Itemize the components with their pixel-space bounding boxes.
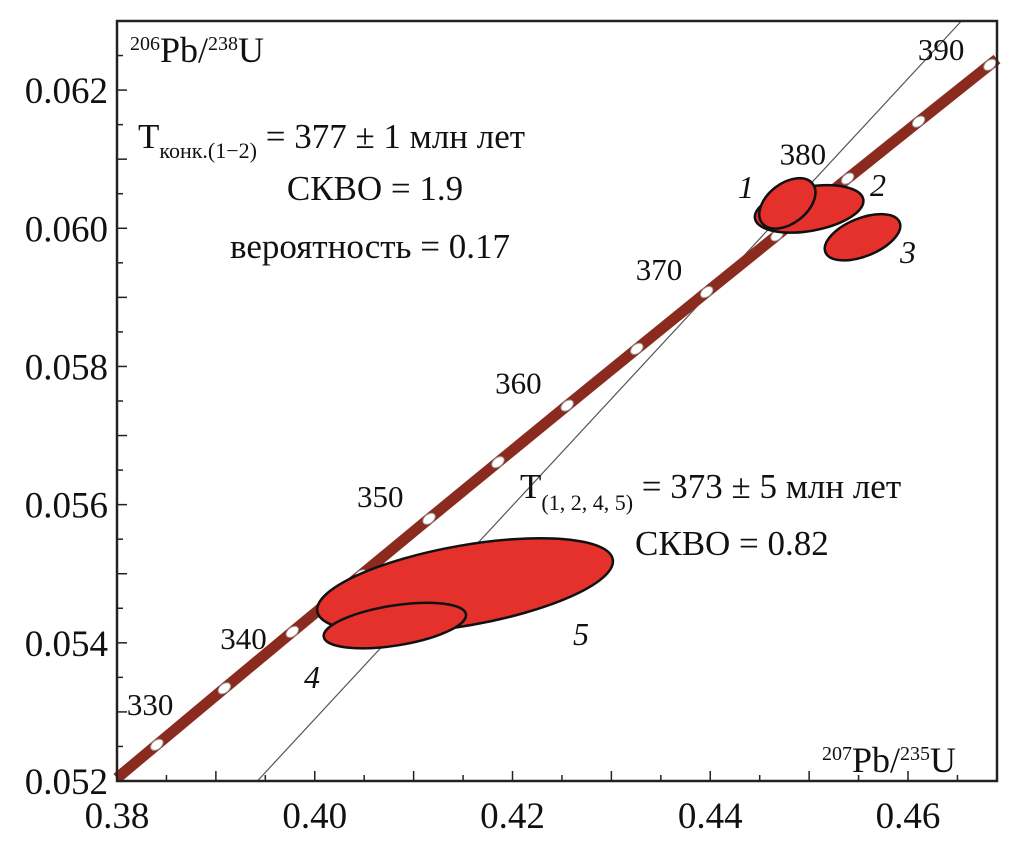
- concordia-mswd: СКВО = 1.9: [287, 169, 463, 208]
- ellipse-label: 2: [870, 167, 886, 203]
- y-axis-title: 206Pb/238U: [130, 30, 264, 70]
- y-tick-label: 0.056: [25, 486, 108, 527]
- concordia-age-label: 340: [220, 621, 267, 656]
- concordia-age-marker: [285, 625, 299, 638]
- ellipse-label: 3: [899, 234, 916, 270]
- x-tick-label: 0.40: [282, 796, 347, 837]
- ellipse-label: 4: [304, 659, 320, 695]
- concordia-age-marker: [422, 512, 436, 525]
- concordia-age-annotation: Tконк.(1−2) = 377 ± 1 млн лет: [138, 117, 525, 163]
- y-tick-label: 0.062: [25, 71, 108, 112]
- concordia-age-marker: [911, 115, 926, 128]
- error-ellipse-1: [758, 176, 817, 230]
- y-tick-label: 0.060: [25, 209, 108, 250]
- concordia-age-marker: [150, 738, 164, 751]
- error-ellipse-4: [322, 601, 468, 650]
- ellipse-labels: 5 4 2 1 3: [304, 167, 916, 695]
- error-ellipses: [315, 176, 902, 650]
- concordia-age-marker: [491, 456, 505, 469]
- plot-frame: [115, 19, 999, 783]
- y-tick-label: 0.052: [25, 762, 108, 803]
- concordia-age-marker: [840, 172, 855, 185]
- ellipse-label: 5: [573, 616, 589, 652]
- ellipse-label: 1: [738, 169, 754, 205]
- concordia-age-marker: [700, 286, 714, 299]
- x-tick-label: 0.38: [85, 796, 150, 837]
- concordia-age-marker: [983, 58, 997, 71]
- concordia-age-label: 330: [127, 687, 174, 722]
- discordia-mswd: СКВО = 0.82: [635, 524, 829, 563]
- x-tick-labels: 0.38 0.40 0.42 0.44 0.46: [85, 796, 941, 837]
- x-tick-label: 0.44: [678, 796, 743, 837]
- concordia-age-label: 350: [357, 479, 404, 514]
- discordia-line: [256, 20, 962, 782]
- concordia-age-labels: 330 340 350 360 370 380 390: [127, 32, 965, 722]
- concordia-age-label: 380: [780, 137, 827, 172]
- x-tick-label: 0.46: [876, 796, 941, 837]
- discordia-age-annotation: T(1, 2, 4, 5) = 373 ± 5 млн лет: [520, 467, 901, 515]
- x-tick-label: 0.42: [480, 796, 545, 837]
- y-tick-label: 0.054: [25, 624, 108, 665]
- concordia-age-label: 360: [495, 366, 542, 401]
- concordia-age-marker: [217, 682, 232, 695]
- x-axis-title: 207Pb/235U: [822, 740, 956, 780]
- concordia-curve: [113, 54, 1001, 783]
- concordia-age-label: 390: [918, 32, 965, 67]
- concordia-age-marker: [560, 399, 574, 412]
- y-tick-label: 0.058: [25, 347, 108, 388]
- concordia-age-marker: [630, 342, 644, 355]
- error-ellipse-3: [823, 212, 902, 262]
- concordia-probability: вероятность = 0.17: [230, 227, 510, 266]
- y-tick-labels: 0.052 0.054 0.056 0.058 0.060 0.062: [25, 71, 108, 803]
- concordia-age-label: 370: [636, 252, 683, 287]
